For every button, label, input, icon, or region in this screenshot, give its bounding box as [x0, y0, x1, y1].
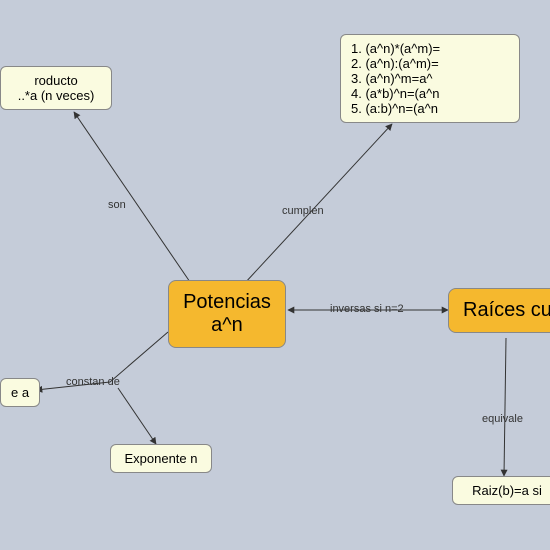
node-raices[interactable]: Raíces cua: [448, 288, 550, 333]
edge: [504, 338, 506, 476]
edge-label: equivale: [482, 413, 523, 425]
node-base[interactable]: e a: [0, 378, 40, 407]
edge-label: constan de: [66, 376, 120, 388]
node-raizb[interactable]: Raiz(b)=a si: [452, 476, 550, 505]
node-propiedades[interactable]: 1. (a^n)*(a^m)= 2. (a^n):(a^m)= 3. (a^n)…: [340, 34, 520, 123]
edge: [244, 124, 392, 284]
node-producto[interactable]: roducto ..*a (n veces): [0, 66, 112, 110]
edge: [118, 388, 156, 444]
node-potencias[interactable]: Potencias a^n: [168, 280, 286, 348]
node-exponente[interactable]: Exponente n: [110, 444, 212, 473]
edge-label: son: [108, 199, 126, 211]
edge: [74, 112, 190, 282]
edge-label: inversas si n=2: [330, 303, 404, 315]
edge-label: cumplen: [282, 205, 324, 217]
